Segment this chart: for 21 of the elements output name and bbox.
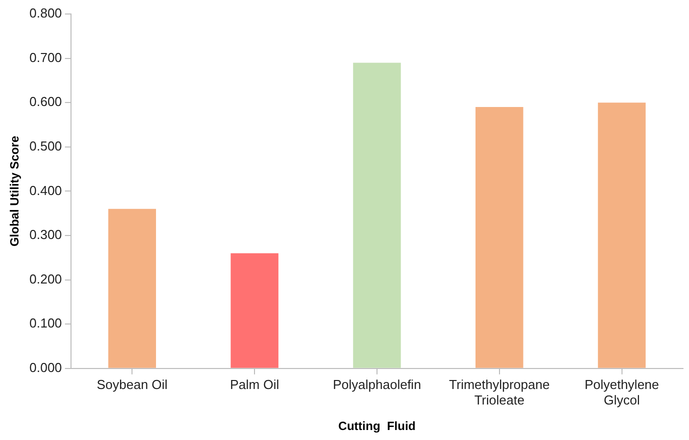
x-tick-label: Palm Oil — [230, 376, 280, 392]
y-tick-label: 0.300 — [29, 227, 62, 242]
bar — [230, 253, 278, 368]
x-tick-label: Polyalphaolefin — [332, 376, 422, 392]
y-tick-label: 0.100 — [29, 316, 62, 331]
x-axis-title: Cutting Fluid — [338, 419, 416, 434]
y-axis-title: Global Utility Score — [8, 136, 22, 247]
x-tick-label: Soybean Oil — [96, 376, 168, 392]
x-tick-label: Polyethylene Glycol — [584, 376, 660, 408]
y-tick-label: 0.800 — [29, 6, 62, 21]
y-tick-label: 0.000 — [29, 360, 62, 375]
y-tick-label: 0.700 — [29, 50, 62, 65]
y-tick-label: 0.200 — [29, 271, 62, 286]
y-tick-label: 0.500 — [29, 138, 62, 154]
bar — [353, 62, 401, 368]
bar — [476, 107, 524, 368]
y-tick-label: 0.600 — [29, 94, 62, 110]
bar — [598, 102, 646, 368]
bar — [108, 208, 156, 368]
x-tick-label: Trimethylpropane Trioleate — [449, 376, 550, 408]
y-tick-label: 0.400 — [29, 182, 62, 198]
